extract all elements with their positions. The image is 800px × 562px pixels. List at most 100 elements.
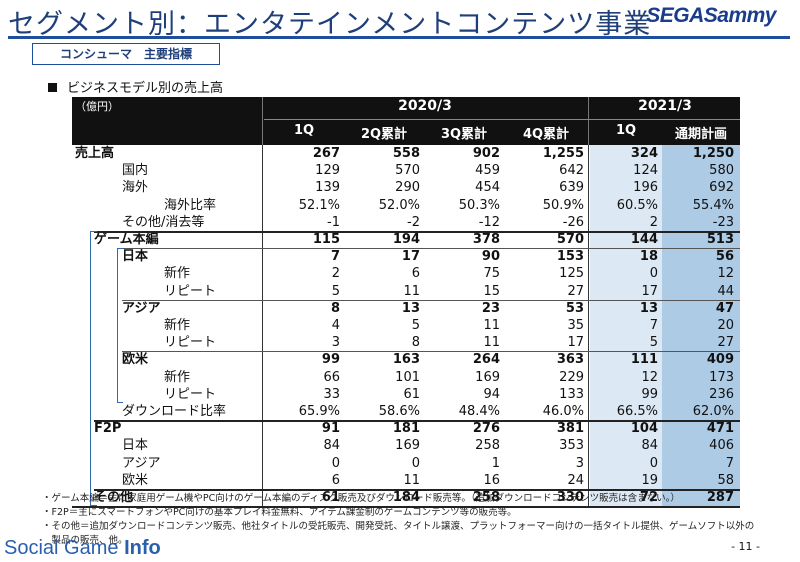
col-shade <box>662 145 740 507</box>
table-cell: 125 <box>559 266 584 282</box>
footnote: ・その他＝追加ダウンロードコンテンツ販売、他社タイトルの受託販売、開発受託、タイ… <box>42 521 755 532</box>
table-cell: 23 <box>481 300 500 316</box>
footnote: ・F2P＝主にスマートフォンやPC向けの基本プレイ料金無料、アイテム課金制のゲー… <box>42 507 517 518</box>
table-cell: 324 <box>630 146 658 161</box>
table-row: 新作 66 101 169 229 12 173 <box>72 369 740 386</box>
table-row: 欧米 6 11 16 24 19 58 <box>72 472 740 489</box>
table-cell: 558 <box>392 146 420 161</box>
col-header: 3Q累計 <box>440 127 488 142</box>
table-row: アジア 8 13 23 53 13 47 <box>72 300 740 317</box>
table-cell: 58 <box>717 472 734 488</box>
page-title: セグメント別：エンタテインメントコンテンツ事業 <box>8 9 652 40</box>
table-cell: 353 <box>559 438 584 454</box>
table-cell: 35 <box>567 318 584 333</box>
table-cell: 52.0% <box>378 197 420 213</box>
table-cell: 17 <box>641 283 658 299</box>
table-row: 新作 2 6 75 125 0 12 <box>72 265 740 282</box>
col-header: 1Q <box>293 123 315 138</box>
table-cell: 46.0% <box>542 404 584 419</box>
table-cell: 47 <box>715 300 734 316</box>
table-cell: 11 <box>483 318 500 333</box>
sales-table: （億円） 2020/3 2021/3 1Q 2Q累計 3Q累計 4Q累計 1Q … <box>72 97 740 509</box>
region-bracket <box>117 248 123 403</box>
table-cell: 363 <box>556 352 584 368</box>
row-label: アジア <box>122 455 161 471</box>
watermark-text: Social Game <box>4 537 125 559</box>
table-header: （億円） 2020/3 2021/3 1Q 2Q累計 3Q累計 4Q累計 1Q … <box>72 97 740 145</box>
table-cell: 381 <box>556 421 584 437</box>
column-divider <box>588 145 589 507</box>
table-row: その他 61 184 258 330 72 287 <box>72 489 740 506</box>
table-row: リピート 33 61 94 133 99 236 <box>72 386 740 403</box>
row-label: リピート <box>164 386 217 402</box>
table-cell: -1 <box>327 214 340 230</box>
table-cell: 12 <box>641 369 658 385</box>
table-cell: 27 <box>567 283 584 299</box>
table-cell: 139 <box>315 180 340 196</box>
row-label: アジア <box>122 300 161 316</box>
table-cell: 0 <box>331 455 340 471</box>
subheading: ビジネスモデル別の売上高 <box>48 77 223 96</box>
square-bullet-icon <box>48 83 57 92</box>
table-row: 海外比率 52.1% 52.0% 50.3% 50.9% 60.5% 55.4% <box>72 197 740 214</box>
table-cell: 16 <box>483 472 500 488</box>
row-label: ゲーム本編 <box>94 232 159 247</box>
col-header: 1Q <box>615 123 637 138</box>
col-shade <box>590 145 662 507</box>
table-cell: 99 <box>641 386 658 402</box>
table-cell: 258 <box>475 438 500 454</box>
table-cell: 111 <box>630 352 658 368</box>
table-cell: 24 <box>567 472 584 488</box>
row-label: リピート <box>164 283 217 299</box>
table-cell: 5 <box>331 283 340 299</box>
table-cell: 378 <box>472 232 500 247</box>
row-label: その他/消去等 <box>122 214 205 230</box>
table-cell: 53 <box>565 300 584 316</box>
row-divider <box>122 299 740 301</box>
col-header: 4Q累計 <box>522 127 570 142</box>
table-cell: 75 <box>483 266 500 282</box>
table-cell: 19 <box>641 472 658 488</box>
col-header: 2Q累計 <box>360 127 408 142</box>
table-cell: 264 <box>472 352 500 368</box>
footnote: 製品の販売、他。 <box>42 535 128 546</box>
row-label: 新作 <box>164 369 191 385</box>
section-label: コンシューマ 主要指標 <box>32 43 220 65</box>
table-cell: 2 <box>649 214 658 230</box>
table-cell: 409 <box>706 352 734 368</box>
row-divider <box>122 248 740 250</box>
table-cell: 406 <box>709 438 734 454</box>
table-cell: 5 <box>411 318 420 333</box>
table-cell: 44 <box>717 283 734 299</box>
table-cell: 104 <box>630 421 658 437</box>
table-bottom-rule <box>72 506 740 509</box>
table-cell: 642 <box>559 163 584 179</box>
period-2021: 2021/3 <box>638 98 692 114</box>
table-cell: 287 <box>706 490 734 505</box>
table-cell: 48.4% <box>458 404 500 419</box>
table-row: 日本 7 17 90 153 18 56 <box>72 248 740 265</box>
table-cell: 94 <box>483 386 500 402</box>
table-cell: 0 <box>649 266 658 282</box>
row-label: リピート <box>164 335 217 351</box>
header-divider <box>588 97 589 145</box>
table-cell: 570 <box>395 163 420 179</box>
page-number: - 11 - <box>731 540 760 553</box>
table-cell: 6 <box>411 266 420 282</box>
table-cell: 258 <box>472 490 500 505</box>
row-label: 欧米 <box>122 352 149 368</box>
table-cell: 236 <box>709 386 734 402</box>
table-row: アジア 0 0 1 3 0 7 <box>72 455 740 472</box>
table-cell: 229 <box>559 369 584 385</box>
row-label: 新作 <box>164 318 191 333</box>
table-cell: 65.9% <box>298 404 340 419</box>
row-label: F2P <box>94 421 122 437</box>
table-cell: 7 <box>725 455 734 471</box>
header-rule <box>264 119 740 120</box>
table-cell: 276 <box>472 421 500 437</box>
table-cell: 91 <box>321 421 340 437</box>
row-label: 欧米 <box>122 472 149 488</box>
table-cell: 8 <box>330 300 340 316</box>
table-cell: 66 <box>323 369 340 385</box>
table-cell: 11 <box>403 283 420 299</box>
